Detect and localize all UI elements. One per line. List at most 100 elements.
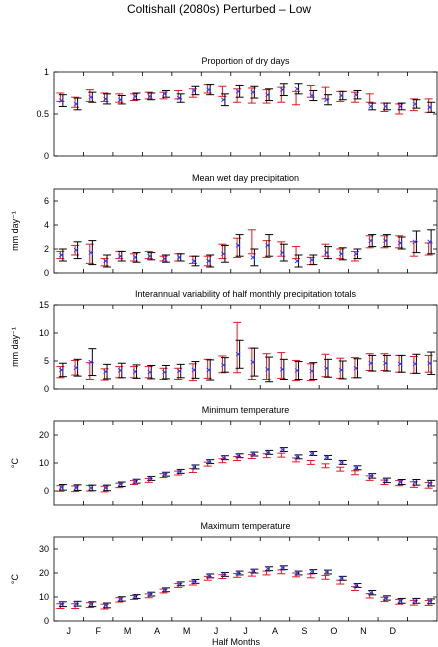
mean-marker <box>368 104 374 109</box>
mean-marker <box>383 360 388 366</box>
mean-marker <box>265 243 270 248</box>
model-errorbar <box>235 84 244 98</box>
model-errorbar <box>58 94 67 107</box>
model-errorbar <box>309 451 318 456</box>
mean-marker <box>353 465 359 471</box>
mean-marker <box>338 367 344 373</box>
panel-title: Proportion of dry days <box>201 56 290 66</box>
mean-marker <box>147 476 153 481</box>
model-errorbar <box>353 583 362 588</box>
model-errorbar <box>206 84 215 96</box>
panel-title: Interannual variability of half monthly … <box>135 289 357 299</box>
model-errorbar <box>206 573 215 579</box>
model-errorbar <box>250 85 259 99</box>
model-errorbar <box>132 364 141 379</box>
y-tick-label: 10 <box>39 458 49 468</box>
y-tick-label: 2 <box>44 244 49 254</box>
mean-marker <box>279 250 285 255</box>
mean-marker <box>294 368 300 373</box>
model-errorbar <box>265 566 274 572</box>
observed-errorbar <box>262 570 271 576</box>
y-tick-label: 5 <box>44 356 49 366</box>
observed-errorbar <box>233 321 242 374</box>
mean-marker <box>265 450 270 455</box>
model-errorbar <box>58 362 67 378</box>
mean-marker <box>88 359 94 365</box>
model-errorbar <box>294 570 303 576</box>
mean-marker <box>427 360 432 366</box>
model-errorbar <box>176 253 185 262</box>
mean-marker <box>132 478 138 484</box>
model-errorbar <box>368 590 377 596</box>
plot-frame <box>53 420 438 506</box>
mean-marker <box>235 243 241 248</box>
observed-errorbar <box>365 93 374 103</box>
mean-marker <box>235 88 241 94</box>
model-errorbar <box>161 587 170 593</box>
mean-marker <box>117 368 123 373</box>
mean-marker <box>383 238 388 243</box>
model-errorbar <box>235 570 244 576</box>
mean-marker <box>279 447 285 452</box>
model-errorbar <box>382 102 391 111</box>
model-errorbar <box>161 254 170 263</box>
model-errorbar <box>324 454 333 460</box>
model-errorbar <box>147 252 156 261</box>
model-errorbar <box>235 339 244 369</box>
panel-title: Mean wet day precipitation <box>192 173 299 183</box>
model-errorbar <box>309 89 318 102</box>
mean-marker <box>324 569 329 575</box>
mean-marker <box>383 595 388 601</box>
model-errorbar <box>206 254 215 268</box>
mean-marker <box>338 460 344 465</box>
mean-marker <box>147 253 153 259</box>
mean-marker <box>427 480 432 486</box>
model-errorbar <box>191 85 200 96</box>
model-errorbar <box>324 246 333 260</box>
model-errorbar <box>368 354 377 372</box>
y-tick-label: 0.5 <box>36 109 49 119</box>
model-errorbar <box>279 447 288 453</box>
mean-marker <box>412 101 418 107</box>
mean-marker <box>73 485 79 490</box>
y-tick-label: 1 <box>44 67 49 77</box>
mean-marker <box>221 362 226 368</box>
mean-marker <box>412 239 418 245</box>
mean-marker <box>162 369 167 375</box>
mean-marker <box>279 367 285 372</box>
mean-marker <box>191 464 197 470</box>
model-errorbar <box>250 451 259 457</box>
model-errorbar <box>103 363 112 380</box>
mean-marker <box>176 469 182 474</box>
mean-marker <box>176 95 182 101</box>
y-tick-label: 0 <box>44 384 49 394</box>
model-errorbar <box>309 254 318 266</box>
observed-errorbar <box>336 466 345 472</box>
mean-marker <box>250 255 256 260</box>
panel-1: Proportion of dry days 0 0.5 1 <box>36 56 438 161</box>
panel-4: Minimum temperature °C 0 10 20 <box>10 405 438 506</box>
mean-marker <box>397 598 403 604</box>
model-errorbar <box>338 90 347 101</box>
model-errorbar <box>265 449 274 455</box>
month-label: F <box>95 626 101 636</box>
model-errorbar <box>88 348 97 377</box>
y-tick-label: 15 <box>39 300 49 310</box>
mean-marker <box>353 365 359 371</box>
model-errorbar <box>279 565 288 571</box>
y-tick-label: 0 <box>44 616 49 626</box>
mean-marker <box>191 258 197 264</box>
mean-marker <box>103 96 108 102</box>
model-errorbar <box>103 484 112 492</box>
mean-marker <box>117 97 123 103</box>
model-errorbar <box>324 358 333 378</box>
model-errorbar <box>294 361 303 380</box>
model-errorbar <box>235 234 244 257</box>
plot-frame <box>53 188 438 274</box>
model-errorbar <box>117 362 126 379</box>
model-errorbar <box>397 479 406 486</box>
y-axis-label: mm day⁻¹ <box>10 327 20 367</box>
mean-marker <box>206 87 212 92</box>
model-errorbar <box>324 569 333 575</box>
model-errorbar <box>103 602 112 609</box>
